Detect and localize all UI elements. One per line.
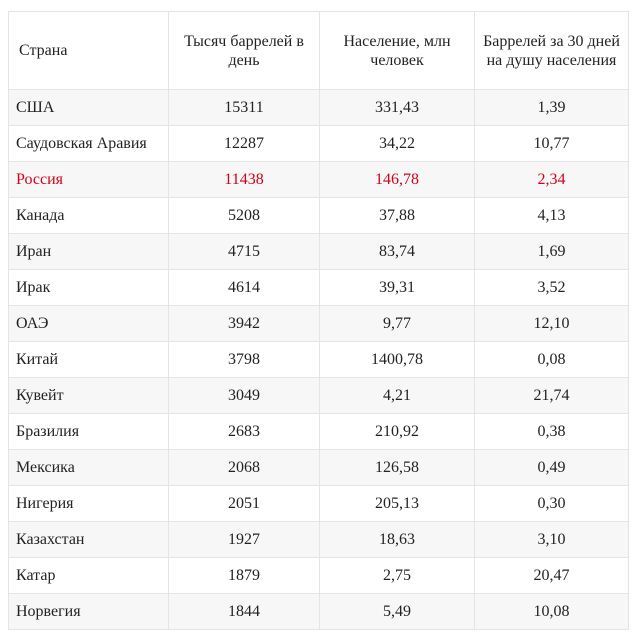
cell-production: 5208	[168, 197, 320, 234]
cell-per-capita: 20,47	[474, 557, 629, 594]
cell-country: Кувейт	[8, 377, 169, 414]
cell-per-capita: 0,49	[474, 449, 629, 486]
cell-country: Казахстан	[8, 521, 169, 558]
cell-country: Катар	[8, 557, 169, 594]
cell-production: 2683	[168, 413, 320, 450]
cell-per-capita: 1,69	[474, 233, 629, 270]
cell-per-capita: 10,77	[474, 125, 629, 162]
cell-population: 1400,78	[319, 341, 475, 378]
cell-country: Норвегия	[8, 593, 169, 630]
cell-country: Бразилия	[8, 413, 169, 450]
cell-population: 146,78	[319, 161, 475, 198]
column-header-thousand-barrels-per-day: Тысяч баррелей в день	[168, 11, 320, 90]
cell-production: 2051	[168, 485, 320, 522]
table-row: Казахстан 1927 18,63 3,10	[8, 521, 629, 558]
cell-country: США	[8, 89, 169, 126]
cell-per-capita: 21,74	[474, 377, 629, 414]
table-row: Канада 5208 37,88 4,13	[8, 197, 629, 234]
cell-country: ОАЭ	[8, 305, 169, 342]
cell-country: Канада	[8, 197, 169, 234]
cell-per-capita: 2,34	[474, 161, 629, 198]
table-row: Китай 3798 1400,78 0,08	[8, 341, 629, 378]
cell-production: 3049	[168, 377, 320, 414]
table-row: ОАЭ 3942 9,77 12,10	[8, 305, 629, 342]
column-header-barrels-per-capita: Баррелей за 30 дней на душу населения	[474, 11, 629, 90]
cell-per-capita: 1,39	[474, 89, 629, 126]
cell-population: 9,77	[319, 305, 475, 342]
table-row: Нигерия 2051 205,13 0,30	[8, 485, 629, 522]
column-header-country: Страна	[8, 11, 169, 90]
cell-production: 2068	[168, 449, 320, 486]
oil-table-container: Страна Тысяч баррелей в день Население, …	[8, 11, 629, 630]
table-row: США 15311 331,43 1,39	[8, 89, 629, 126]
cell-per-capita: 10,08	[474, 593, 629, 630]
table-row: Катар 1879 2,75 20,47	[8, 557, 629, 594]
table-row: Кувейт 3049 4,21 21,74	[8, 377, 629, 414]
cell-country: Ирак	[8, 269, 169, 306]
cell-population: 83,74	[319, 233, 475, 270]
table-row-highlighted: Россия 11438 146,78 2,34	[8, 161, 629, 198]
cell-production: 1879	[168, 557, 320, 594]
cell-population: 37,88	[319, 197, 475, 234]
cell-per-capita: 0,30	[474, 485, 629, 522]
cell-production: 4614	[168, 269, 320, 306]
table-row: Ирак 4614 39,31 3,52	[8, 269, 629, 306]
table-row: Норвегия 1844 5,49 10,08	[8, 593, 629, 630]
cell-population: 126,58	[319, 449, 475, 486]
cell-per-capita: 3,52	[474, 269, 629, 306]
table-header-row: Страна Тысяч баррелей в день Население, …	[8, 11, 629, 90]
table-row: Иран 4715 83,74 1,69	[8, 233, 629, 270]
table-row: Саудовская Аравия 12287 34,22 10,77	[8, 125, 629, 162]
cell-per-capita: 4,13	[474, 197, 629, 234]
cell-production: 12287	[168, 125, 320, 162]
cell-country: Россия	[8, 161, 169, 198]
cell-production: 11438	[168, 161, 320, 198]
cell-production: 3942	[168, 305, 320, 342]
cell-population: 5,49	[319, 593, 475, 630]
cell-country: Иран	[8, 233, 169, 270]
cell-per-capita: 12,10	[474, 305, 629, 342]
cell-production: 3798	[168, 341, 320, 378]
cell-population: 205,13	[319, 485, 475, 522]
oil-production-table: Страна Тысяч баррелей в день Население, …	[8, 11, 629, 630]
cell-country: Саудовская Аравия	[8, 125, 169, 162]
cell-country: Нигерия	[8, 485, 169, 522]
cell-population: 210,92	[319, 413, 475, 450]
cell-population: 18,63	[319, 521, 475, 558]
cell-production: 4715	[168, 233, 320, 270]
table-row: Мексика 2068 126,58 0,49	[8, 449, 629, 486]
cell-per-capita: 0,08	[474, 341, 629, 378]
cell-production: 15311	[168, 89, 320, 126]
column-header-population: Население, млн человек	[319, 11, 475, 90]
cell-population: 331,43	[319, 89, 475, 126]
cell-production: 1927	[168, 521, 320, 558]
cell-per-capita: 3,10	[474, 521, 629, 558]
cell-population: 39,31	[319, 269, 475, 306]
table-row: Бразилия 2683 210,92 0,38	[8, 413, 629, 450]
cell-population: 4,21	[319, 377, 475, 414]
cell-production: 1844	[168, 593, 320, 630]
cell-population: 2,75	[319, 557, 475, 594]
cell-per-capita: 0,38	[474, 413, 629, 450]
cell-population: 34,22	[319, 125, 475, 162]
cell-country: Мексика	[8, 449, 169, 486]
cell-country: Китай	[8, 341, 169, 378]
